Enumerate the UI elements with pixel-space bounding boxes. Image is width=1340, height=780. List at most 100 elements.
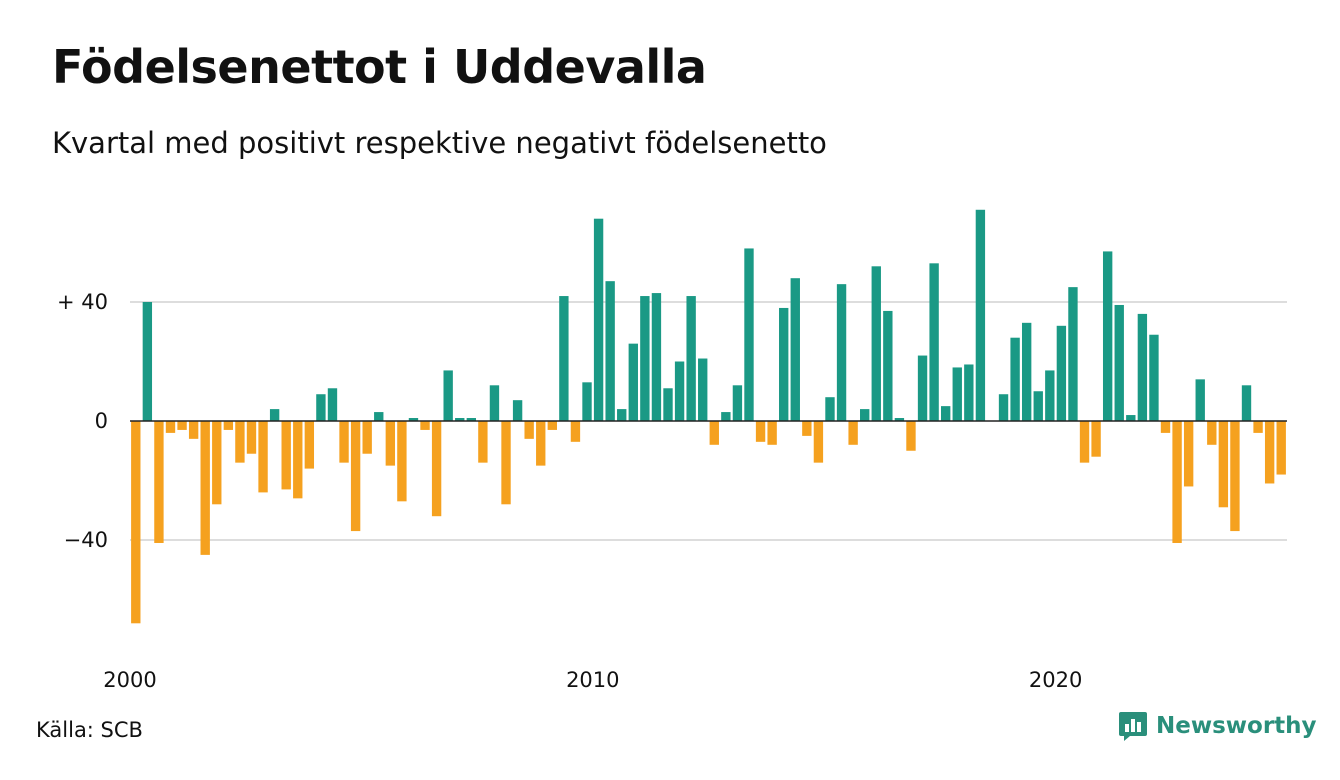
chart-subtitle: Kvartal med positivt respektive negativt… (52, 126, 827, 160)
bar: -14 (1079, 421, 1090, 463)
bar: 45 (1068, 287, 1078, 422)
bar: 4 (860, 409, 870, 421)
bar: 12 (1241, 385, 1252, 421)
x-tick-label: 2000 (103, 668, 156, 692)
bar: 47 (605, 281, 615, 421)
bar: 20 (674, 361, 685, 421)
bar: -45 (200, 421, 210, 555)
bar: -24 (258, 421, 268, 493)
bar: -8 (848, 421, 858, 445)
bar: -41 (1172, 421, 1182, 543)
bar: 12 (489, 385, 500, 421)
bar: 26 (628, 343, 638, 421)
bar: -12 (1091, 421, 1101, 457)
bar: 28 (1010, 337, 1020, 421)
bars: -6840-41-4-3-6-45-28-3-14-11-244-23-26-1… (131, 209, 1286, 624)
bar: -11 (362, 421, 372, 454)
bar: -16 (304, 421, 315, 469)
x-tick-label: 2020 (1029, 668, 1082, 692)
bar: 68 (593, 218, 604, 421)
bar: 22 (917, 355, 928, 421)
bar: -23 (281, 421, 291, 490)
bar: -3 (177, 421, 187, 430)
bar: 1 (408, 418, 419, 421)
bar: -3 (547, 421, 557, 430)
bar: -14 (235, 421, 245, 463)
bar: 40 (142, 302, 153, 421)
bar: -27 (397, 421, 407, 502)
brand-logo: Newsworthy (1118, 710, 1317, 742)
brand-name: Newsworthy (1156, 713, 1317, 739)
bar: 36 (1137, 313, 1148, 421)
bar: -68 (131, 421, 141, 624)
bar: 3 (374, 412, 384, 421)
bar: 43 (651, 293, 662, 421)
bar: 32 (1056, 325, 1067, 421)
bar: -3 (223, 421, 234, 430)
bar: -10 (906, 421, 916, 451)
bar: -41 (154, 421, 164, 543)
bar: 38 (779, 307, 789, 421)
bar: -8 (767, 421, 777, 445)
bar: -37 (350, 421, 361, 532)
bar: -22 (1183, 421, 1194, 487)
bar: -14 (813, 421, 824, 463)
y-tick-label: 0 (95, 409, 108, 433)
bar: -37 (1230, 421, 1240, 532)
bar: 18 (952, 367, 962, 421)
bar: 9 (316, 394, 326, 422)
bar: -14 (339, 421, 349, 463)
bar: -7 (570, 421, 581, 442)
bar: 71 (975, 209, 986, 421)
bar: 42 (686, 296, 696, 421)
gridlines (130, 301, 1287, 541)
bar: 37 (883, 310, 893, 422)
newsworthy-logo-icon (1119, 712, 1147, 741)
bar: 1 (894, 418, 905, 421)
bar: 42 (640, 296, 650, 421)
bar: 4 (617, 409, 627, 421)
bar: 58 (744, 248, 754, 421)
bar: 29 (1149, 334, 1159, 422)
bar: -15 (385, 421, 396, 466)
bar: -28 (212, 421, 222, 505)
bar: 14 (1195, 379, 1205, 421)
source-note: Källa: SCB (36, 718, 143, 742)
bar: 9 (998, 394, 1009, 422)
bar: -6 (188, 421, 199, 439)
bar: 39 (1114, 304, 1124, 422)
bar: -21 (1264, 421, 1275, 484)
bar: 48 (790, 278, 800, 421)
bar: 19 (964, 364, 974, 421)
bar: 57 (1102, 251, 1113, 421)
bar: 3 (721, 412, 731, 421)
bar: -5 (802, 421, 812, 436)
bar: 1 (455, 418, 465, 421)
bar: 33 (1021, 322, 1032, 421)
bar: -8 (1207, 421, 1217, 445)
bar: 17 (1045, 370, 1055, 422)
bar: -7 (755, 421, 766, 442)
bar: -28 (501, 421, 511, 505)
bar: -18 (1276, 421, 1286, 475)
bar: -4 (165, 421, 176, 433)
bar: -4 (1160, 421, 1171, 433)
bar: 5 (941, 406, 951, 422)
x-tick-label: 2010 (566, 668, 619, 692)
bar: -32 (431, 421, 442, 517)
bar: -11 (246, 421, 257, 454)
bar: 1 (466, 418, 476, 421)
bar: 21 (698, 358, 708, 421)
bar: -26 (293, 421, 303, 499)
bar: 10 (1033, 391, 1043, 421)
bar: 46 (836, 284, 847, 421)
bar: 17 (443, 370, 453, 422)
bar: 11 (327, 388, 338, 421)
bar: -15 (536, 421, 546, 466)
bar: -4 (1253, 421, 1263, 433)
y-tick-label: + 40 (57, 290, 108, 314)
bar: 8 (825, 397, 835, 421)
bar: 13 (582, 382, 592, 421)
